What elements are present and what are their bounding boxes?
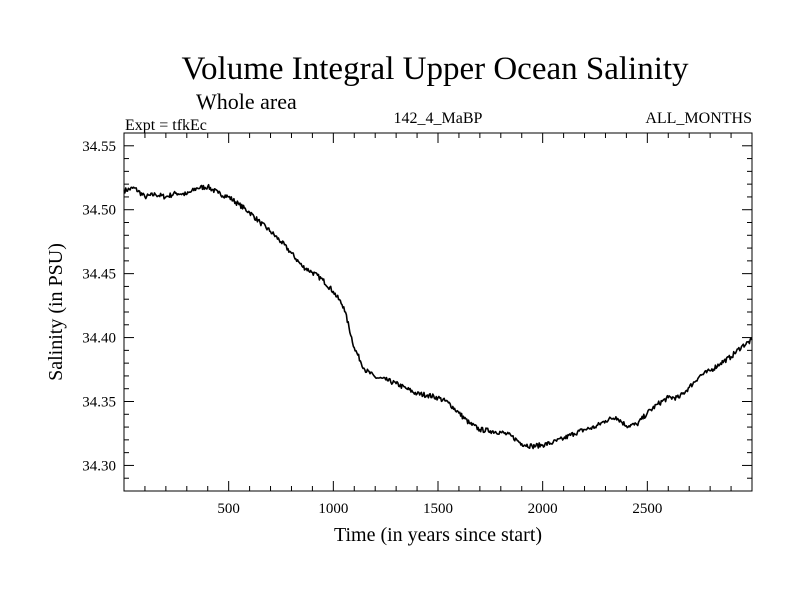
y-axis-label: Salinity (in PSU) (45, 243, 67, 381)
run-id-label: 142_4_MaBP (394, 110, 483, 127)
y-tick-label: 34.50 (82, 203, 116, 219)
chart-subtitle: Whole area (196, 89, 297, 114)
y-tick-label: 34.30 (82, 458, 116, 474)
x-tick-label: 2000 (528, 501, 558, 517)
x-axis-tick-labels: 500 1000 1500 2000 2500 (217, 501, 662, 517)
x-tick-label: 500 (217, 501, 240, 517)
plot-frame (123, 132, 753, 492)
y-tick-label: 34.35 (82, 395, 116, 411)
y-axis-tick-labels: 34.30 34.35 34.40 34.45 34.50 34.55 (82, 139, 116, 475)
x-tick-label: 1500 (423, 501, 453, 517)
y-tick-label: 34.55 (82, 139, 116, 155)
months-label: ALL_MONTHS (645, 110, 752, 127)
y-tick-label: 34.45 (82, 267, 116, 283)
x-axis-ticks (144, 133, 732, 491)
salinity-series-line (123, 183, 753, 450)
chart-title: Volume Integral Upper Ocean Salinity (181, 51, 689, 87)
y-tick-label: 34.40 (82, 331, 116, 347)
x-tick-label: 2500 (632, 501, 662, 517)
y-axis-ticks (124, 145, 752, 479)
x-axis-label: Time (in years since start) (334, 524, 542, 546)
x-tick-label: 1000 (318, 501, 348, 517)
experiment-label: Expt = tfkEc (125, 117, 207, 134)
